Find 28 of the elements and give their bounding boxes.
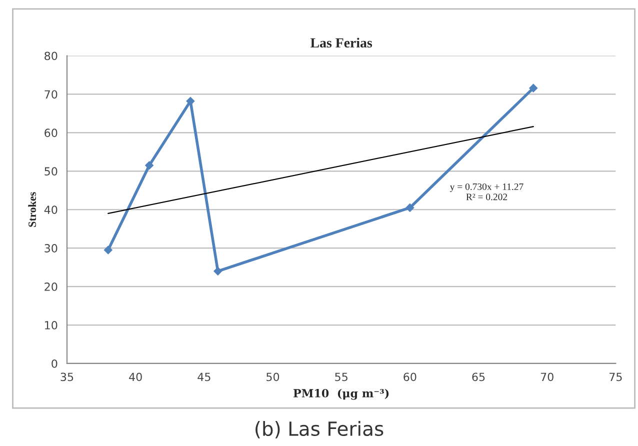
chart-title: Las Ferias [310, 38, 372, 48]
point [145, 161, 154, 170]
y-tick-label: 0 [52, 359, 58, 368]
y-tick-label: 10 [45, 320, 58, 330]
x-tick-label: 55 [335, 372, 348, 382]
y-tick-label: 50 [44, 167, 58, 176]
x-tick-label: 65 [472, 372, 485, 382]
point [214, 267, 222, 276]
x-tick-label: 35 [60, 372, 74, 382]
x-tick-label: 70 [540, 372, 554, 382]
y-tick-label: 60 [44, 128, 58, 138]
y-tick-label: 20 [44, 282, 58, 291]
y-tick-label: 30 [44, 244, 58, 252]
x-tick-label: 75 [610, 372, 622, 382]
point [406, 204, 414, 212]
y-tick-label: 80 [44, 52, 58, 60]
point [104, 246, 112, 254]
annotation: y = 0.730x + 11.27 R² = 0.202 [450, 183, 524, 200]
x-tick-label: 45 [198, 372, 210, 382]
x-tick-label: 50 [266, 372, 280, 382]
point [529, 84, 538, 92]
text: (b) Las Ferias [256, 420, 384, 438]
y-axis-title: Strokes [28, 192, 36, 227]
x-axis-title: PM10 (μg m⁻³) [294, 388, 389, 400]
x-tick-label: 40 [129, 372, 142, 382]
x-tick-label: 60 [404, 372, 416, 382]
y-tick-label: 40 [44, 206, 58, 214]
y-tick-label: 70 [44, 90, 58, 99]
